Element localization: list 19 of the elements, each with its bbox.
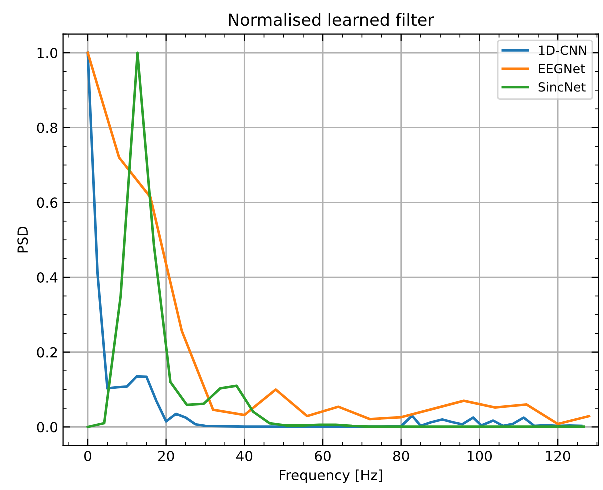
y-tick-label: 0.8 xyxy=(37,122,58,134)
x-tick-label: 80 xyxy=(393,451,410,462)
y-tick-label: 1.0 xyxy=(38,48,58,58)
legend-label: EEGNet xyxy=(539,64,586,74)
y-tick-label: 0.6 xyxy=(37,198,58,208)
x-tick-label: 100 xyxy=(468,451,492,462)
x-tick-label: 120 xyxy=(546,451,570,462)
legend-label: 1D-CNN xyxy=(539,46,586,56)
y-tick-label: 0.0 xyxy=(37,422,58,433)
x-tick-label: 60 xyxy=(315,451,331,462)
y-tick-label: 0.4 xyxy=(37,272,58,283)
x-tick-label: 0 xyxy=(84,451,92,462)
x-tick-label: 20 xyxy=(158,451,174,462)
x-tick-label: 40 xyxy=(236,451,253,462)
y-tick-label: 0.2 xyxy=(37,347,58,358)
legend-label: SincNet xyxy=(538,82,586,92)
x-axis-title: Frequency [Hz] xyxy=(280,470,382,484)
chart-title: Normalised learned filter xyxy=(229,13,434,26)
y-axis-title: PSD xyxy=(18,226,28,253)
